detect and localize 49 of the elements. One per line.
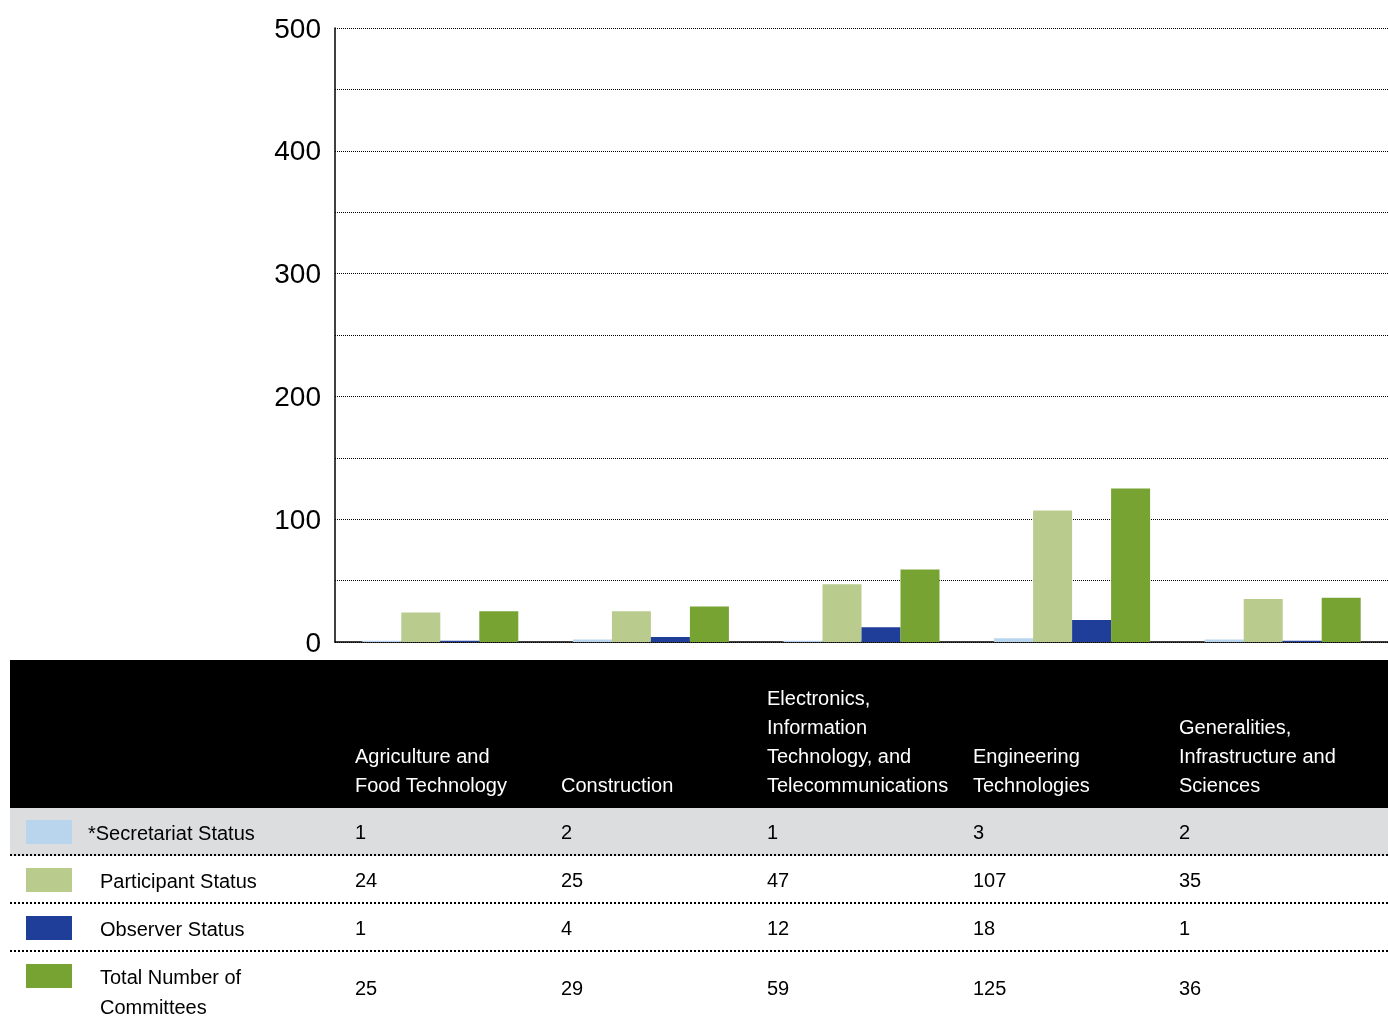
legend-label: Total Number of Committees xyxy=(100,965,243,1020)
bar xyxy=(611,611,651,642)
y-tick-label: 400 xyxy=(274,135,321,167)
y-tick-label: 300 xyxy=(274,258,321,290)
data-label: 1 xyxy=(767,820,779,845)
data-label: 29 xyxy=(561,975,584,1001)
legend-label: Observer Status xyxy=(100,917,246,942)
legend-label: *Secretariat Status xyxy=(88,821,256,846)
data-label: 125 xyxy=(973,975,1007,1001)
data-label: 35 xyxy=(1179,868,1202,893)
data-label: 4 xyxy=(561,916,573,941)
legend-label: Participant Status xyxy=(100,869,258,894)
bar xyxy=(1243,599,1283,642)
data-label: 107 xyxy=(973,868,1007,893)
data-label: 47 xyxy=(767,868,790,893)
x-tick-label: Electronics, Information Technology, and Telecommunications xyxy=(767,686,949,798)
data-label: 59 xyxy=(767,975,790,1001)
data-label: 18 xyxy=(973,916,996,941)
bar xyxy=(689,606,729,642)
bar xyxy=(900,569,940,642)
data-label: 1 xyxy=(355,820,367,845)
data-label: 2 xyxy=(561,820,573,845)
y-tick-label: 500 xyxy=(274,12,321,44)
bar xyxy=(994,638,1034,642)
bar xyxy=(1111,488,1151,642)
data-label: 2 xyxy=(1179,820,1191,845)
bar xyxy=(1072,619,1112,642)
data-label: 25 xyxy=(355,975,378,1001)
bar xyxy=(401,612,441,642)
data-label: 12 xyxy=(767,916,790,941)
bar xyxy=(650,637,690,642)
data-label: 24 xyxy=(355,868,378,893)
x-tick-label: Generalities, Infrastructure and Sciences xyxy=(1179,715,1337,798)
data-label: 3 xyxy=(973,820,985,845)
data-label: 1 xyxy=(1179,916,1191,941)
x-tick-label: Agriculture and Food Technology xyxy=(355,744,508,798)
bar xyxy=(1321,597,1361,642)
data-label: 1 xyxy=(355,916,367,941)
bar xyxy=(479,611,519,642)
bar xyxy=(861,627,901,642)
x-tick-label: Construction xyxy=(561,773,675,798)
data-label: 36 xyxy=(1179,975,1202,1001)
bar xyxy=(822,584,862,642)
x-tick-label: Engineering Technologies xyxy=(973,744,1091,798)
bar xyxy=(1033,510,1073,642)
data-label: 25 xyxy=(561,868,584,893)
y-tick-label: 0 xyxy=(305,626,321,658)
y-tick-label: 100 xyxy=(274,503,321,535)
y-tick-label: 200 xyxy=(274,380,321,412)
